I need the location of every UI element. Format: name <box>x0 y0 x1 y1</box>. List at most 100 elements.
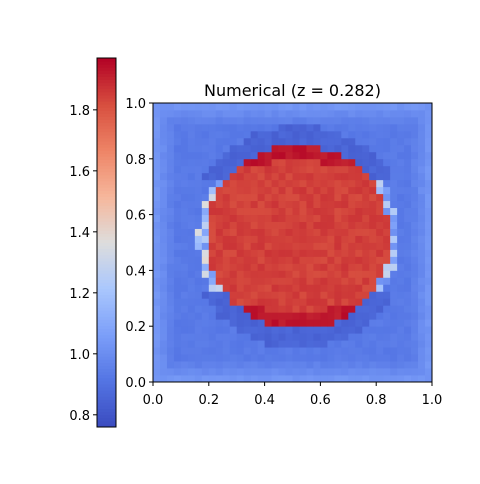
heatmap-cell <box>250 319 259 327</box>
heatmap-cell <box>222 340 231 348</box>
heatmap-cell <box>313 103 321 111</box>
heatmap-cell <box>250 263 259 271</box>
heatmap-cell <box>208 221 217 229</box>
heatmap-cell <box>215 333 224 341</box>
heatmap-cell <box>348 249 356 257</box>
heatmap-cell <box>313 235 321 243</box>
heatmap-cell <box>153 123 161 132</box>
heatmap-cell <box>425 368 433 376</box>
heatmap-cell <box>306 347 314 355</box>
heatmap-cell <box>159 319 168 327</box>
heatmap-cell <box>299 172 307 181</box>
heatmap-cell <box>194 207 203 216</box>
heatmap-cell <box>292 256 300 264</box>
colorbar-step <box>97 122 116 127</box>
heatmap-cell <box>341 375 349 383</box>
heatmap-cell <box>397 277 405 285</box>
heatmap-cell <box>327 116 335 125</box>
heatmap-cell <box>285 249 293 257</box>
heatmap-cell <box>418 193 426 202</box>
heatmap-cell <box>285 186 293 195</box>
colorbar-step <box>97 137 116 142</box>
heatmap-cell <box>153 305 161 313</box>
colorbar-step <box>97 387 116 391</box>
heatmap-cell <box>397 326 405 334</box>
heatmap-cell <box>425 298 433 306</box>
heatmap-cell <box>187 235 196 243</box>
heatmap-cell <box>313 165 321 174</box>
heatmap-cell <box>334 116 342 125</box>
heatmap-cell <box>299 305 307 313</box>
heatmap-cell <box>278 130 286 139</box>
heatmap-cell <box>292 165 300 174</box>
x-tick-label: 0.0 <box>143 393 164 408</box>
heatmap-cell <box>264 123 272 132</box>
heatmap-cell <box>271 158 279 167</box>
heatmap-cell <box>166 270 175 278</box>
heatmap-cell <box>306 242 314 250</box>
heatmap-cell <box>243 326 252 334</box>
heatmap-cell <box>285 179 293 188</box>
heatmap-cell <box>390 214 398 222</box>
heatmap-cell <box>292 284 300 292</box>
heatmap-cell <box>355 116 363 125</box>
heatmap-cell <box>285 137 293 146</box>
heatmap-cell <box>285 347 293 355</box>
heatmap-cell <box>173 103 182 111</box>
heatmap-cell <box>173 249 182 257</box>
heatmap-cell <box>243 193 252 202</box>
heatmap-cell <box>264 305 272 313</box>
heatmap-cell <box>159 249 168 257</box>
heatmap-cell <box>250 305 259 313</box>
heatmap-cell <box>222 214 231 222</box>
heatmap-cell <box>390 200 398 209</box>
heatmap-cell <box>348 130 356 139</box>
heatmap-cell <box>334 214 342 222</box>
heatmap-cell <box>257 179 266 188</box>
heatmap-cell <box>222 186 231 195</box>
heatmap-cell <box>369 200 377 209</box>
heatmap-cell <box>257 284 266 292</box>
heatmap-cell <box>425 347 433 355</box>
heatmap-cell <box>229 305 238 313</box>
heatmap-cell <box>390 207 398 216</box>
heatmap-cell <box>243 298 252 306</box>
colorbar-tick-label: 1.6 <box>69 165 90 180</box>
heatmap-cell <box>236 375 245 383</box>
heatmap-cell <box>173 256 182 264</box>
heatmap-cell <box>215 277 224 285</box>
heatmap-cell <box>313 298 321 306</box>
heatmap-cell <box>159 116 168 125</box>
heatmap-cell <box>208 123 217 132</box>
heatmap-cell <box>187 165 196 174</box>
heatmap-cell <box>292 123 300 132</box>
colorbar-step <box>97 131 116 136</box>
heatmap-cell <box>229 270 238 278</box>
heatmap-cell <box>299 242 307 250</box>
heatmap-cell <box>348 284 356 292</box>
heatmap-cell <box>153 361 161 369</box>
heatmap-cell <box>278 144 286 153</box>
heatmap-cell <box>264 284 272 292</box>
heatmap-cell <box>257 130 266 139</box>
heatmap-cell <box>187 130 196 139</box>
heatmap-cell <box>299 284 307 292</box>
heatmap-cell <box>390 228 398 236</box>
heatmap-cell <box>369 347 377 355</box>
colorbar-step <box>97 171 116 176</box>
heatmap-cell <box>341 326 349 334</box>
colorbar-step <box>97 383 116 388</box>
heatmap-cell <box>187 214 196 222</box>
heatmap-cell <box>285 375 293 383</box>
heatmap-cell <box>404 284 412 292</box>
heatmap-cell <box>201 130 210 139</box>
heatmap-cell <box>250 123 259 132</box>
heatmap-cell <box>348 375 356 383</box>
heatmap-cell <box>257 172 266 181</box>
heatmap-cell <box>397 312 405 320</box>
heatmap-cell <box>313 256 321 264</box>
heatmap-cell <box>229 263 238 271</box>
heatmap-cell <box>180 326 189 334</box>
heatmap-cell <box>369 179 377 188</box>
heatmap-cell <box>292 326 300 334</box>
